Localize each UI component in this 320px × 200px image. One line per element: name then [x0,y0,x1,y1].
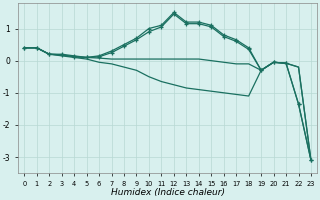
X-axis label: Humidex (Indice chaleur): Humidex (Indice chaleur) [111,188,225,197]
